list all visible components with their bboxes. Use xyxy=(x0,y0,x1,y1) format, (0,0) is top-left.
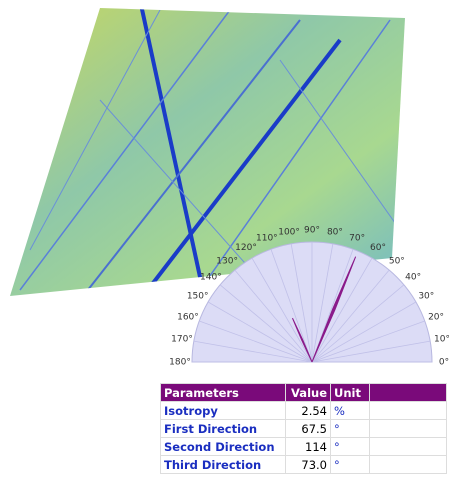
table-cell: 67.5 xyxy=(285,419,331,438)
radial-grid-line xyxy=(311,257,373,363)
angle-label: 160° xyxy=(177,312,199,322)
radial-grid-line xyxy=(311,340,431,363)
angle-label: 140° xyxy=(200,273,222,283)
radial-grid-line xyxy=(193,340,313,363)
angle-label: 0° xyxy=(439,358,449,368)
radial-grid-line xyxy=(199,320,313,363)
table-row: First Direction 67.5 ° xyxy=(160,419,447,438)
radial-grid-line xyxy=(311,269,390,363)
radial-grid-line xyxy=(207,301,313,363)
table-cell: 114 xyxy=(285,437,331,456)
table-row: Second Direction 114 ° xyxy=(160,437,447,456)
angle-label: 100° xyxy=(278,228,300,238)
table-cell: 2.54 xyxy=(285,401,331,420)
direction-peak xyxy=(311,256,357,363)
table-cell: ° xyxy=(330,437,370,456)
header-cell xyxy=(369,383,447,402)
polar-plot: 0° 10° 20° 30° 40°50°60° 70° 80° 90° 100°110°120… xyxy=(169,226,449,368)
radial-grid-line xyxy=(290,243,313,363)
angle-label: 10° xyxy=(434,335,449,345)
table-cell xyxy=(369,455,447,474)
table-row: Third Direction 73.0 ° xyxy=(160,455,447,474)
parameters-table: Parameters Value Unit Isotropy 2.54% First Di… xyxy=(160,383,447,474)
table-cell: First Direction xyxy=(160,419,286,438)
angle-label: 130° xyxy=(216,256,238,266)
angle-label: 40° xyxy=(405,273,421,283)
angle-label: 60° xyxy=(370,243,386,253)
table-cell: Isotropy xyxy=(160,401,286,420)
header-cell: Unit xyxy=(330,383,370,402)
direction-peak xyxy=(292,317,313,363)
angle-label: 180° xyxy=(169,358,191,368)
table-cell xyxy=(369,419,447,438)
table-cell: 73.0 xyxy=(285,455,331,474)
surface-image xyxy=(10,8,405,296)
radial-grid-line xyxy=(251,257,313,363)
table-cell: ° xyxy=(330,455,370,474)
angle-label: 90° xyxy=(304,226,320,236)
angle-label: 80° xyxy=(327,228,343,238)
radial-grid-line xyxy=(311,301,417,363)
angle-label: 30° xyxy=(418,292,434,302)
radial-grid-line xyxy=(234,269,313,363)
angle-label: 50° xyxy=(389,256,405,266)
radial-grid-line xyxy=(311,243,334,363)
radial-grid-line xyxy=(311,320,425,363)
table-row: Parameters Value Unit xyxy=(160,383,447,402)
table-row: Isotropy 2.54% xyxy=(160,401,447,420)
radial-grid-line xyxy=(219,284,313,363)
angle-label: 170° xyxy=(171,335,193,345)
table-cell: ° xyxy=(330,419,370,438)
header-cell: Value xyxy=(285,383,331,402)
header-cell: Parameters xyxy=(160,383,286,402)
angle-label: 70° xyxy=(349,233,365,243)
table-cell: Second Direction xyxy=(160,437,286,456)
table-cell xyxy=(369,437,447,456)
angle-label: 150° xyxy=(187,292,209,302)
angle-label: 110° xyxy=(256,233,278,243)
radial-grid-line xyxy=(270,249,313,363)
angle-label: 20° xyxy=(428,312,444,322)
table-cell: Third Direction xyxy=(160,455,286,474)
radial-grid-line xyxy=(311,284,405,363)
table-cell xyxy=(369,401,447,420)
angle-label: 120° xyxy=(235,243,257,253)
table-cell: % xyxy=(330,401,370,420)
